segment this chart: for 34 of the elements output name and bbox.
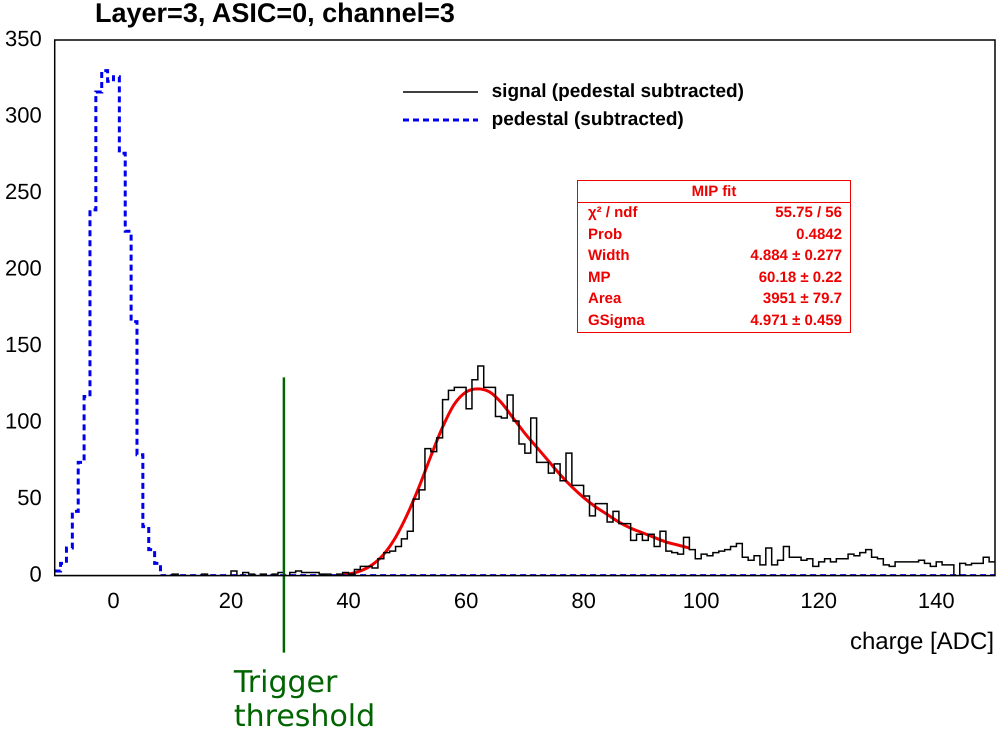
x-tick-label: 0 — [107, 588, 120, 613]
annotation: 60.18 ± 0.22 — [758, 268, 842, 288]
ref-line-label: Trigger threshold — [234, 664, 376, 734]
x-tick-label: 120 — [800, 588, 838, 613]
x-tick-label: 60 — [454, 588, 478, 613]
y-tick-label: 300 — [4, 102, 42, 128]
annotation: 55.75 / 56 — [775, 204, 842, 223]
annotation: 4.971 ± 0.459 — [750, 312, 842, 330]
y-tick-label: 50 — [17, 485, 42, 510]
y-tick-label: 0 — [29, 562, 42, 587]
y-tick-label: 150 — [4, 332, 42, 358]
annotation: 0.4842 — [796, 226, 842, 244]
legend-label: pedestal (subtracted) — [492, 109, 684, 131]
legend-label: signal (pedestal subtracted) — [492, 81, 744, 103]
x-axis-title: charge [ADC] — [850, 628, 994, 656]
annotation: MIP fit — [578, 181, 850, 203]
annotation: Area — [588, 290, 622, 309]
annotation: 3951 ± 79.7 — [762, 290, 842, 309]
annotation: Prob — [588, 226, 622, 244]
y-tick-label: 200 — [4, 256, 42, 281]
y-tick-label: 100 — [4, 408, 42, 434]
x-tick-label: 80 — [571, 588, 596, 613]
annotation: χ² / ndf — [588, 204, 638, 223]
y-tick-label: 350 — [4, 26, 42, 52]
annotation: 4.884 ± 0.277 — [750, 247, 842, 266]
annotation: MP — [588, 268, 610, 288]
x-tick-label: 20 — [218, 588, 244, 613]
y-tick-label: 250 — [4, 179, 42, 204]
chart-title: Layer=3, ASIC=0, channel=3 — [95, 0, 455, 29]
annotation: GSigma — [588, 312, 645, 330]
x-tick-label: 100 — [682, 588, 720, 613]
annotation: Width — [588, 247, 630, 266]
x-tick-label: 140 — [918, 588, 955, 613]
x-tick-label: 40 — [336, 588, 361, 613]
